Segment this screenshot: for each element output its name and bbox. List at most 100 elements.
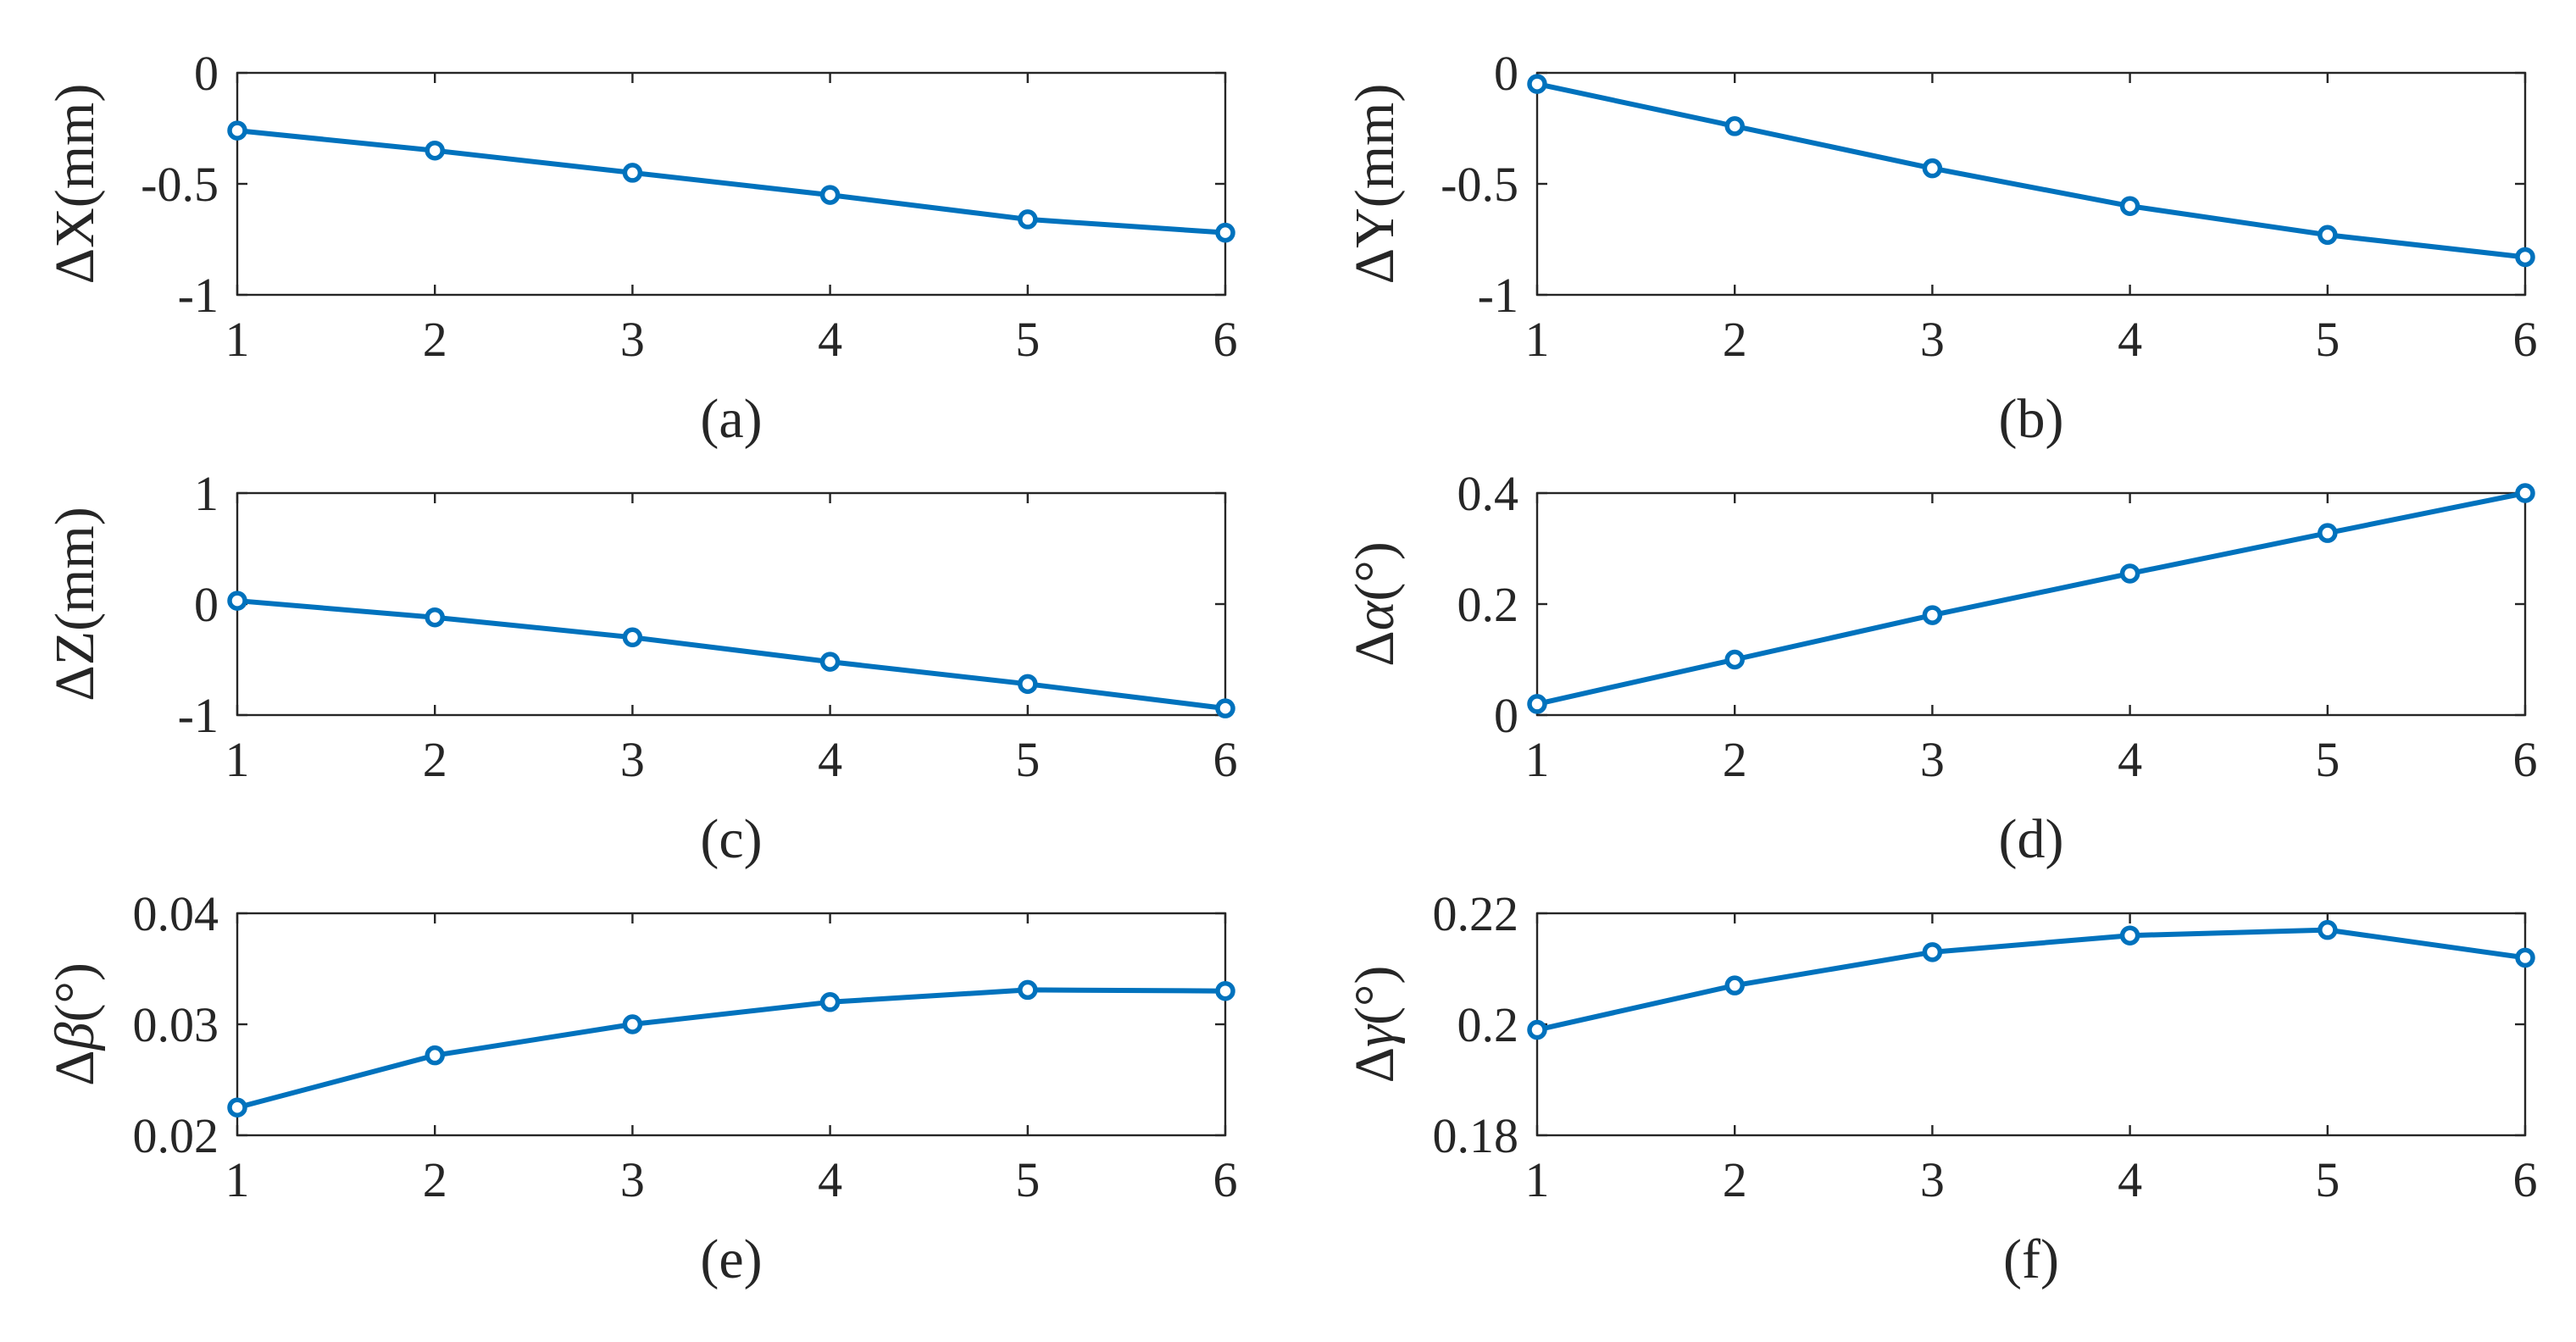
x-tick-label: 2 [423,1152,447,1207]
y-axis-label-b: ΔY(mm) [1344,84,1406,285]
data-point-d-4 [2119,563,2140,584]
x-tick-label: 5 [1015,732,1040,787]
data-point-f-5 [2318,919,2338,940]
y-axis-label-a: ΔX(mm) [44,84,106,285]
series-line-a [235,128,1228,236]
y-tick-label: 0 [194,46,219,101]
axes-frame-d [1535,491,2527,717]
subplot-c: 1 2 3 4 5 6 1 0 -1 ΔZ(mm) (c) [44,466,1238,870]
y-tick-label: 0 [1494,688,1518,743]
subplot-caption-d: (d) [1999,808,2064,870]
x-tick-label: 4 [2118,1152,2142,1207]
subplot-caption-c: (c) [700,808,762,870]
x-tick-label: 5 [2315,732,2340,787]
series-line-e [235,987,1228,1111]
y-tick-label: -1 [1478,268,1518,323]
y-tick-label: -0.5 [141,157,219,212]
x-tick-label: 2 [423,732,447,787]
y-tick-label: 1 [194,466,219,521]
y-tick-label: -0.5 [1441,157,1518,212]
data-point-c-1 [227,591,247,611]
data-point-b-6 [2515,247,2535,268]
x-tick-label: 5 [1015,312,1040,367]
y-axis-label-e: Δβ(°) [44,962,106,1086]
subplot-caption-a: (a) [700,388,762,450]
subplot-d: 1 2 3 4 5 6 0.4 0.2 0 Δα(°) (d) [1344,466,2538,870]
x-tick-label: 5 [1015,1152,1040,1207]
data-point-d-6 [2515,483,2535,503]
y-tick-label: 0.22 [1433,886,1519,941]
data-point-d-1 [1527,694,1547,714]
y-tick-label: -1 [178,688,219,743]
series-line-d [1535,491,2528,707]
y-axis-label-part: γ [1344,1023,1406,1047]
data-point-c-3 [622,627,643,648]
x-tick-label: 1 [225,732,250,787]
subplot-grid: 1 2 3 4 5 6 0 -0.5 -1 ΔX(mm) (a) 1 2 3 4 5 6 0 -0.5 -1 ΔY(mm… [44,46,2538,1290]
x-tick-label: 2 [423,312,447,367]
data-point-a-2 [425,140,445,161]
data-point-d-2 [1724,649,1745,670]
x-tick-label: 1 [1525,312,1550,367]
x-tick-label: 3 [620,312,645,367]
series-line-f [1535,927,2528,1033]
x-tick-label: 2 [1723,312,1747,367]
x-tick-label: 6 [2513,1152,2538,1207]
x-tick-label: 3 [1920,732,1945,787]
y-tick-label: 0 [1494,46,1518,101]
subplot-f: 1 2 3 4 5 6 0.22 0.2 0.18 Δγ(°) (f) [1344,886,2538,1290]
data-point-d-5 [2318,523,2338,543]
y-axis-label-part: Δ [1344,630,1406,666]
axes-frame-f [1535,912,2527,1137]
y-tick-label: 0 [194,577,219,632]
x-tick-label: 6 [2513,732,2538,787]
data-point-b-1 [1527,74,1547,94]
data-point-f-6 [2515,947,2535,968]
x-tick-label: 6 [1213,732,1238,787]
axes-frame-c [236,491,1227,717]
x-tick-label: 6 [1213,1152,1238,1207]
series-line-b [1535,81,2528,260]
x-tick-label: 3 [620,732,645,787]
subplot-e: 1 2 3 4 5 6 0.04 0.03 0.02 Δβ(°) (e) [44,886,1238,1290]
x-tick-label: 4 [2118,312,2142,367]
y-axis-label-d: Δα(°) [1344,541,1406,666]
x-tick-label: 2 [1723,732,1747,787]
y-axis-label-c: ΔZ(mm) [44,507,106,701]
y-tick-label: 0.02 [133,1108,219,1163]
data-point-b-3 [1922,158,1943,179]
data-point-f-4 [2119,925,2140,946]
data-point-b-4 [2119,196,2140,216]
data-point-e-1 [227,1097,247,1117]
data-point-a-4 [819,185,841,205]
y-tick-label: 0.04 [133,886,219,941]
y-axis-label-part: ΔZ(mm) [44,507,106,701]
x-tick-label: 5 [2315,1152,2340,1207]
x-tick-label: 4 [818,312,842,367]
y-axis-label-part: ΔY(mm) [1344,84,1406,285]
x-tick-label: 3 [620,1152,645,1207]
y-tick-label: 0.03 [133,997,219,1052]
axes-frame-b [1535,71,2527,297]
subplot-caption-b: (b) [1999,388,2064,450]
x-tick-label: 1 [1525,1152,1550,1207]
y-tick-label: -1 [178,268,219,323]
y-axis-label-part: (°) [1344,541,1406,601]
y-tick-label: 0.18 [1433,1108,1519,1163]
x-tick-label: 5 [2315,312,2340,367]
y-axis-label-part: ΔX(mm) [44,84,106,285]
data-point-e-4 [819,992,841,1012]
data-point-e-3 [622,1014,643,1034]
data-point-c-2 [425,607,445,628]
x-tick-label: 4 [2118,732,2142,787]
x-tick-label: 1 [225,312,250,367]
y-axis-label-part: (°) [44,962,106,1022]
x-tick-label: 1 [1525,732,1550,787]
subplot-b: 1 2 3 4 5 6 0 -0.5 -1 ΔY(mm) (b) [1344,46,2538,450]
y-tick-label: 0.2 [1457,997,1519,1052]
y-axis-label-part: Δ [44,1050,106,1085]
y-axis-label-part: Δ [1344,1047,1406,1083]
data-point-a-1 [227,120,247,141]
x-tick-label: 4 [818,1152,842,1207]
data-point-d-3 [1922,605,1943,625]
